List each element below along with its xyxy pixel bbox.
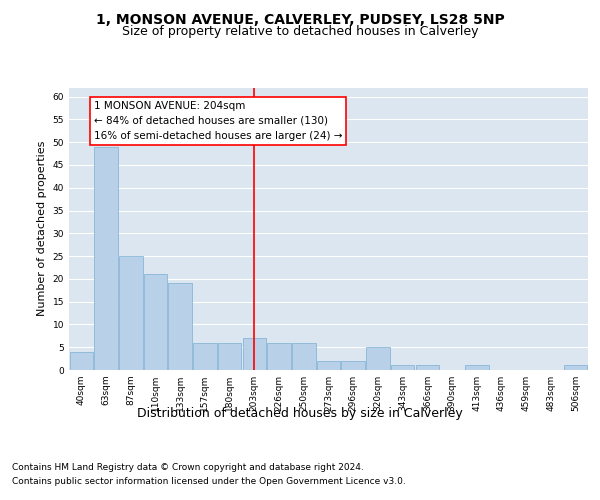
Text: Contains HM Land Registry data © Crown copyright and database right 2024.: Contains HM Land Registry data © Crown c… xyxy=(12,462,364,471)
Bar xyxy=(70,352,93,370)
Bar xyxy=(242,338,266,370)
Bar xyxy=(341,361,365,370)
Bar xyxy=(169,284,192,370)
Y-axis label: Number of detached properties: Number of detached properties xyxy=(37,141,47,316)
Bar xyxy=(94,146,118,370)
Bar xyxy=(416,366,439,370)
Text: 1, MONSON AVENUE, CALVERLEY, PUDSEY, LS28 5NP: 1, MONSON AVENUE, CALVERLEY, PUDSEY, LS2… xyxy=(95,12,505,26)
Text: Size of property relative to detached houses in Calverley: Size of property relative to detached ho… xyxy=(122,25,478,38)
Bar xyxy=(119,256,143,370)
Bar xyxy=(366,347,389,370)
Text: Contains public sector information licensed under the Open Government Licence v3: Contains public sector information licen… xyxy=(12,478,406,486)
Text: Distribution of detached houses by size in Calverley: Distribution of detached houses by size … xyxy=(137,408,463,420)
Bar xyxy=(564,366,587,370)
Bar xyxy=(292,342,316,370)
Bar xyxy=(391,366,415,370)
Bar xyxy=(218,342,241,370)
Bar xyxy=(317,361,340,370)
Bar xyxy=(144,274,167,370)
Bar xyxy=(193,342,217,370)
Bar xyxy=(268,342,291,370)
Text: 1 MONSON AVENUE: 204sqm
← 84% of detached houses are smaller (130)
16% of semi-d: 1 MONSON AVENUE: 204sqm ← 84% of detache… xyxy=(94,101,342,141)
Bar xyxy=(465,366,488,370)
